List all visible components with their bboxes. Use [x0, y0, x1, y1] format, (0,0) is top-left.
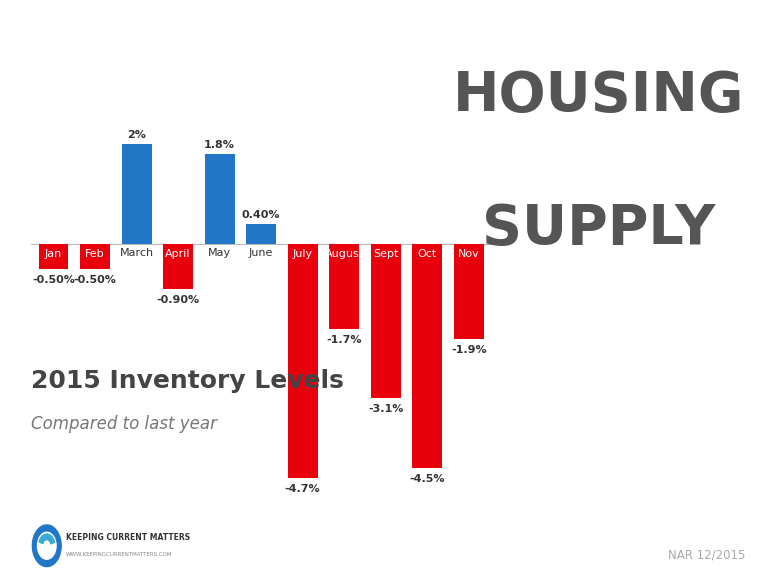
Text: Sept: Sept — [373, 249, 399, 259]
Polygon shape — [39, 534, 55, 544]
Polygon shape — [32, 525, 61, 567]
Text: Compared to last year: Compared to last year — [31, 415, 217, 433]
Bar — [121, 143, 151, 244]
Text: KEEPING CURRENT MATTERS: KEEPING CURRENT MATTERS — [66, 533, 190, 541]
Bar — [454, 244, 484, 339]
Text: WWW.KEEPINGCURRENTMATTERS.COM: WWW.KEEPINGCURRENTMATTERS.COM — [66, 552, 173, 557]
Text: May: May — [208, 248, 231, 257]
Text: -3.1%: -3.1% — [368, 404, 403, 415]
Text: -4.5%: -4.5% — [409, 475, 445, 484]
Text: Nov: Nov — [458, 249, 479, 259]
Bar — [163, 244, 193, 289]
Text: -1.9%: -1.9% — [451, 344, 486, 354]
Text: NAR 12/2015: NAR 12/2015 — [667, 548, 745, 562]
Text: -4.7%: -4.7% — [285, 484, 320, 494]
Text: July: July — [293, 249, 313, 259]
Bar — [329, 244, 359, 328]
Bar — [247, 223, 276, 244]
Text: -0.50%: -0.50% — [32, 275, 75, 285]
Bar — [204, 154, 234, 244]
Text: -1.7%: -1.7% — [326, 335, 362, 344]
Text: April: April — [165, 249, 190, 259]
Text: 0.40%: 0.40% — [242, 210, 280, 220]
Text: Feb: Feb — [85, 249, 105, 259]
Text: 2015 Inventory Levels: 2015 Inventory Levels — [31, 369, 343, 393]
Text: June: June — [249, 248, 273, 257]
Text: March: March — [120, 248, 154, 257]
Text: -0.90%: -0.90% — [157, 294, 200, 305]
Bar — [80, 244, 110, 268]
Text: Oct: Oct — [418, 249, 437, 259]
Bar — [288, 244, 318, 479]
Text: Jan: Jan — [45, 249, 62, 259]
Bar — [412, 244, 442, 468]
Circle shape — [38, 532, 56, 559]
Text: SUPPLY: SUPPLY — [482, 202, 716, 256]
Text: HOUSING: HOUSING — [453, 69, 745, 123]
Text: August: August — [325, 249, 364, 259]
Bar — [371, 244, 401, 399]
Text: 1.8%: 1.8% — [204, 140, 235, 150]
Text: -0.50%: -0.50% — [74, 275, 117, 285]
Text: 2%: 2% — [127, 130, 146, 140]
Bar — [38, 244, 68, 268]
